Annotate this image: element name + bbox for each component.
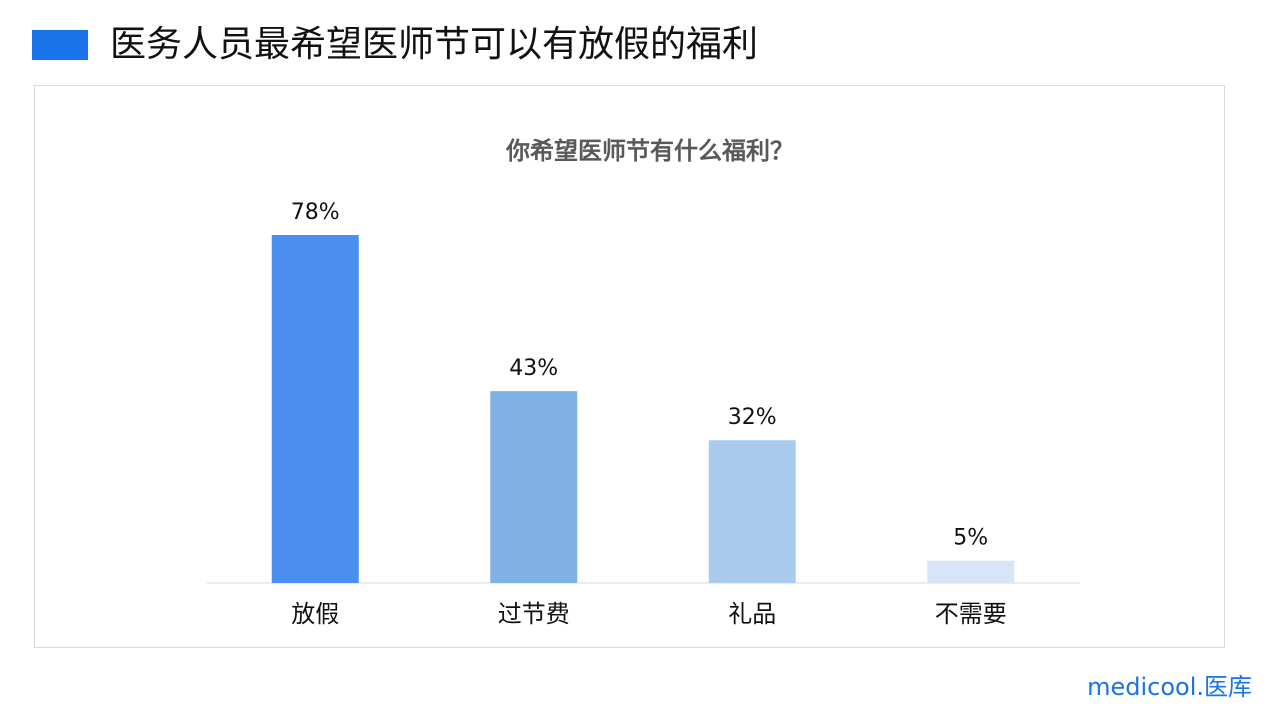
value-label: 32% bbox=[728, 405, 777, 430]
logo: medicool.医库 bbox=[1087, 673, 1252, 701]
x-tick-label: 礼品 bbox=[728, 600, 776, 628]
bar bbox=[271, 235, 359, 583]
chart-title: 你希望医师节有什么福利？ bbox=[505, 137, 794, 165]
x-tick-label: 过节费 bbox=[498, 600, 570, 628]
x-tick-label: 放假 bbox=[291, 600, 339, 628]
bar bbox=[708, 440, 796, 583]
bar bbox=[927, 560, 1015, 583]
value-label: 43% bbox=[509, 356, 558, 381]
slide-title: 医务人员最希望医师节可以有放假的福利 bbox=[110, 24, 758, 65]
x-tick-label: 不需要 bbox=[935, 600, 1007, 628]
value-label: 5% bbox=[953, 526, 988, 551]
chart-frame bbox=[34, 85, 1225, 648]
title-accent bbox=[32, 30, 88, 60]
bar bbox=[490, 391, 578, 583]
value-label: 78% bbox=[291, 200, 340, 225]
